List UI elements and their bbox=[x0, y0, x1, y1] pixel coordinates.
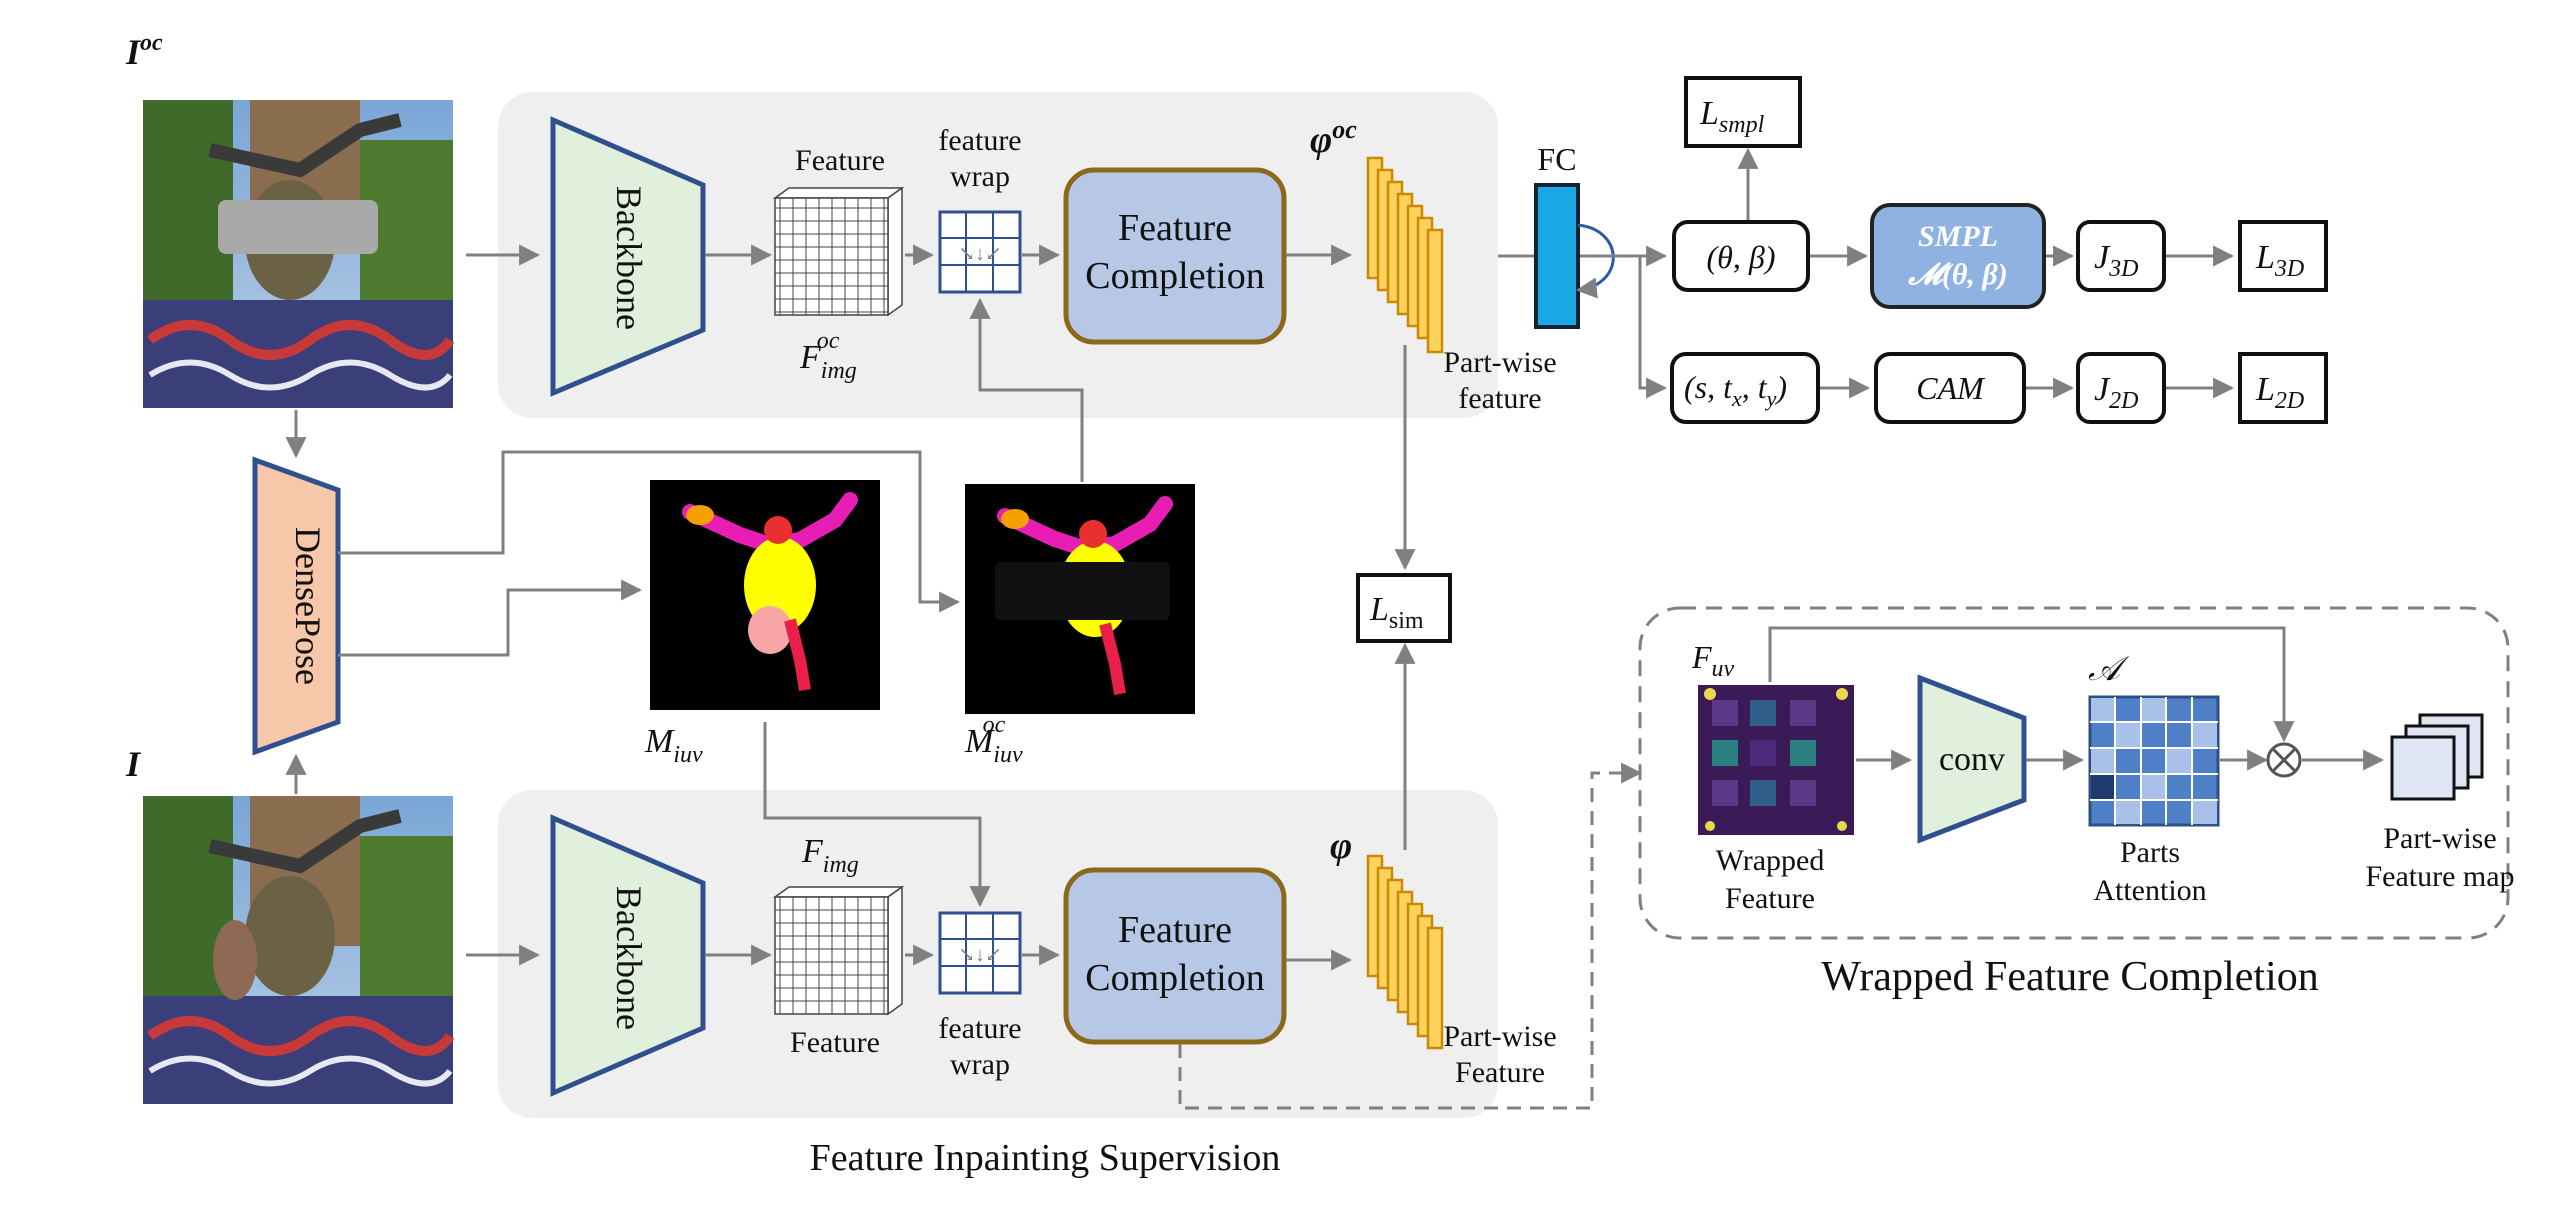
top-feature-wrap-grid: ↘↓↙ bbox=[938, 210, 1022, 294]
smpl-block bbox=[1870, 203, 2046, 309]
bottom-phi-label: φ bbox=[1330, 825, 1352, 867]
bottom-feature-caption: Feature bbox=[790, 1026, 880, 1059]
svg-text:↘↓↙: ↘↓↙ bbox=[958, 944, 1002, 966]
m-iuv-label: Miuv bbox=[644, 723, 703, 768]
wfc-dashed-region bbox=[1638, 606, 2510, 940]
theta-beta-box bbox=[1672, 220, 1810, 292]
svg-text:↘↓↙: ↘↓↙ bbox=[958, 243, 1002, 265]
bottom-partwise-feature-stack bbox=[1366, 854, 1444, 1050]
bottom-wrap-label: feature wrap bbox=[938, 1012, 1021, 1081]
top-feature-completion-label: Feature Completion bbox=[1085, 207, 1264, 297]
top-feature-title: Feature bbox=[795, 144, 885, 177]
partwise-feature-map-stack bbox=[2390, 713, 2484, 801]
top-phi-label: φoc bbox=[1310, 115, 1357, 161]
bottom-feature-completion-label: Feature Completion bbox=[1085, 909, 1264, 999]
theta-beta-label: (θ, β) bbox=[1707, 239, 1776, 275]
multiply-icon bbox=[2266, 742, 2302, 778]
bottom-feature-grid bbox=[772, 885, 905, 1016]
cam-params-box bbox=[1670, 352, 1820, 424]
m-iuv-oc-label: Miuvoc bbox=[964, 712, 1023, 768]
top-feature-completion-block bbox=[1063, 167, 1287, 345]
parts-attention-grid bbox=[2088, 695, 2220, 827]
bottom-feature-completion-block bbox=[1063, 867, 1287, 1045]
j3d-box bbox=[2076, 220, 2166, 292]
wfc-title: Wrapped Feature Completion bbox=[1821, 954, 2319, 1000]
cam-label: CAM bbox=[1916, 370, 1986, 406]
occluded-input-photo bbox=[143, 100, 455, 408]
top-feature-grid bbox=[772, 186, 905, 317]
bottom-feature-symbol: Fimg bbox=[801, 833, 859, 878]
l2d-box bbox=[2238, 352, 2328, 424]
top-wrap-label: feature wrap bbox=[938, 124, 1021, 193]
top-backbone-label: Backbone bbox=[609, 186, 649, 330]
l-sim-box bbox=[1356, 573, 1452, 643]
f-uv-label: Fuv bbox=[1691, 639, 1735, 682]
bottom-feature-wrap-grid: ↘↓↙ bbox=[938, 911, 1022, 995]
cam-params-label: (s, tx, ty) bbox=[1684, 369, 1787, 411]
l-smpl-label: Lsmpl bbox=[1699, 95, 1765, 138]
parts-attention-label: Parts Attention bbox=[2093, 836, 2206, 907]
j3d-label: J3D bbox=[2094, 239, 2138, 282]
l3d-box bbox=[2238, 220, 2328, 292]
densepose-label: DensePose bbox=[288, 527, 328, 685]
top-feature-symbol: Fimgoc bbox=[799, 328, 857, 384]
cam-box bbox=[1874, 352, 2026, 424]
j2d-label: J2D bbox=[2094, 371, 2138, 414]
bottom-backbone-block bbox=[550, 814, 706, 1097]
l-sim-label: Lsim bbox=[1369, 591, 1424, 634]
smpl-label: SMPL 𝓜(θ, β) bbox=[1907, 220, 2008, 291]
occlusion-box bbox=[218, 200, 378, 254]
conv-block bbox=[1917, 674, 2027, 844]
clean-input-photo bbox=[143, 796, 455, 1104]
attention-symbol: 𝒜 bbox=[2088, 651, 2130, 688]
densepose-block bbox=[252, 456, 341, 756]
l2d-label: L2D bbox=[2255, 371, 2304, 414]
fc-block bbox=[1534, 183, 1580, 329]
top-partwise-label: Part-wise feature bbox=[1443, 346, 1556, 415]
fc-label: FC bbox=[1537, 141, 1576, 177]
j2d-box bbox=[2076, 352, 2166, 424]
top-backbone-block bbox=[550, 116, 706, 397]
m-iuv-oc-mask bbox=[965, 484, 1195, 714]
conv-label: conv bbox=[1939, 741, 2005, 778]
m-iuv-mask bbox=[650, 480, 880, 710]
wrapped-feature-label: Wrapped Feature bbox=[1716, 844, 1825, 915]
partwise-feature-map-label: Part-wise Feature map bbox=[2365, 822, 2514, 893]
wrapped-feature-image bbox=[1698, 685, 1854, 835]
occluded-input-label: Ioc bbox=[125, 30, 163, 72]
clean-input-label: I bbox=[125, 744, 142, 784]
diagram-caption: Feature Inpainting Supervision bbox=[810, 1137, 1281, 1179]
bottom-backbone-label: Backbone bbox=[609, 886, 649, 1030]
l3d-label: L3D bbox=[2255, 239, 2304, 282]
bottom-partwise-label: Part-wise Feature bbox=[1443, 1020, 1556, 1089]
l-smpl-box bbox=[1684, 76, 1802, 148]
top-partwise-feature-stack bbox=[1366, 156, 1444, 354]
